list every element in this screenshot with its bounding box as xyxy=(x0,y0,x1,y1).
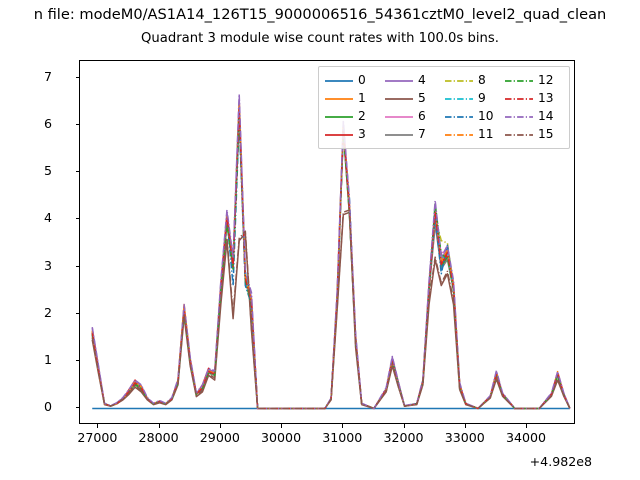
x-tick-mark xyxy=(403,424,405,428)
legend-entry-8[interactable]: 8 xyxy=(445,72,503,89)
x-tick-label: 34000 xyxy=(505,430,547,445)
legend-entry-7[interactable]: 7 xyxy=(385,126,443,143)
legend-entry-4[interactable]: 4 xyxy=(385,72,443,89)
x-tick-label: 29000 xyxy=(199,430,240,445)
legend-entry-12[interactable]: 12 xyxy=(505,72,563,89)
legend-line-swatch-icon xyxy=(385,94,413,104)
x-tick-label: 28000 xyxy=(138,430,179,445)
legend-line-swatch-icon xyxy=(505,130,533,140)
legend-entry-1[interactable]: 1 xyxy=(325,90,383,107)
y-tick-mark xyxy=(75,360,79,362)
legend-label: 0 xyxy=(358,73,366,87)
legend-line-swatch-icon xyxy=(505,76,533,86)
legend-label: 8 xyxy=(478,73,486,87)
series-line-6 xyxy=(91,107,571,410)
series-line-11 xyxy=(91,102,571,410)
legend-entry-10[interactable]: 10 xyxy=(445,108,503,125)
legend-entry-13[interactable]: 13 xyxy=(505,90,563,107)
plot-lines-svg xyxy=(91,93,571,410)
y-tick-mark xyxy=(75,76,79,78)
y-tick-mark xyxy=(75,312,79,314)
series-line-8 xyxy=(91,102,571,410)
legend-line-swatch-icon xyxy=(385,112,413,122)
legend-label: 1 xyxy=(358,91,366,105)
y-tick-mark xyxy=(75,265,79,267)
y-tick-mark xyxy=(75,407,79,409)
series-line-12 xyxy=(91,112,571,410)
legend-line-swatch-icon xyxy=(445,130,473,140)
y-tick-label: 2 xyxy=(43,304,52,320)
legend-label: 5 xyxy=(418,91,426,105)
x-tick-mark xyxy=(158,424,160,428)
x-tick-label: 32000 xyxy=(383,430,424,445)
y-tick-label: 4 xyxy=(43,210,52,226)
legend-label: 15 xyxy=(538,127,554,141)
legend-line-swatch-icon xyxy=(325,94,353,104)
legend-line-swatch-icon xyxy=(445,94,473,104)
legend-label: 3 xyxy=(358,127,366,141)
legend-label: 9 xyxy=(478,91,486,105)
x-tick-label: 33000 xyxy=(444,430,485,445)
legend-entry-5[interactable]: 5 xyxy=(385,90,443,107)
y-tick-mark xyxy=(75,218,79,220)
legend-label: 13 xyxy=(538,91,554,105)
x-tick-label: 27000 xyxy=(77,430,118,445)
y-tick-label: 6 xyxy=(43,115,52,131)
legend-line-swatch-icon xyxy=(505,112,533,122)
y-tick-label: 3 xyxy=(43,257,52,273)
x-tick-mark xyxy=(219,424,221,428)
legend-line-swatch-icon xyxy=(445,112,473,122)
legend-label: 6 xyxy=(418,109,426,123)
legend-entry-15[interactable]: 15 xyxy=(505,126,563,143)
legend-box[interactable]: 0 1 2 3 4 5 6 7 8 9 10 11 12 13 14 15 xyxy=(318,66,570,149)
series-line-9 xyxy=(91,109,571,410)
y-tick-label: 1 xyxy=(43,352,52,368)
legend-entry-6[interactable]: 6 xyxy=(385,108,443,125)
legend-line-swatch-icon xyxy=(505,94,533,104)
x-tick-label: 31000 xyxy=(322,430,363,445)
legend-label: 2 xyxy=(358,109,366,123)
legend-line-swatch-icon xyxy=(385,130,413,140)
x-tick-mark xyxy=(464,424,466,428)
legend-label: 12 xyxy=(538,73,554,87)
x-axis-offset-text: +4.982e8 xyxy=(529,454,592,469)
y-tick-label: 5 xyxy=(43,163,52,179)
y-tick-mark xyxy=(75,171,79,173)
legend-entry-9[interactable]: 9 xyxy=(445,90,503,107)
x-tick-label: 30000 xyxy=(261,430,302,445)
legend-entry-11[interactable]: 11 xyxy=(445,126,503,143)
y-tick-mark xyxy=(75,123,79,125)
series-line-15 xyxy=(91,209,571,410)
legend-line-swatch-icon xyxy=(325,112,353,122)
legend-line-swatch-icon xyxy=(325,76,353,86)
legend-label: 14 xyxy=(538,109,554,123)
x-tick-mark xyxy=(526,424,527,428)
y-tick-label: 7 xyxy=(43,68,52,84)
legend-line-swatch-icon xyxy=(385,76,413,86)
legend-entry-3[interactable]: 3 xyxy=(325,126,383,143)
legend-line-swatch-icon xyxy=(325,130,353,140)
series-line-2 xyxy=(91,112,571,410)
series-line-7 xyxy=(91,114,571,410)
legend-label: 10 xyxy=(478,109,494,123)
series-line-3 xyxy=(91,109,571,410)
x-tick-mark xyxy=(97,424,99,428)
axes-title: Quadrant 3 module wise count rates with … xyxy=(141,31,499,46)
legend-label: 4 xyxy=(418,73,426,87)
legend-line-swatch-icon xyxy=(445,76,473,86)
y-tick-label: 0 xyxy=(43,399,52,415)
legend-label: 11 xyxy=(478,127,494,141)
x-tick-mark xyxy=(342,424,344,428)
legend-label: 7 xyxy=(418,127,426,141)
legend-entry-0[interactable]: 0 xyxy=(325,72,383,89)
legend-entry-2[interactable]: 2 xyxy=(325,108,383,125)
legend-entry-14[interactable]: 14 xyxy=(505,108,563,125)
figure-suptitle: n file: modeM0/AS1A14_126T15_9000006516_… xyxy=(33,6,607,23)
x-tick-mark xyxy=(281,424,283,428)
series-line-10 xyxy=(91,119,571,410)
series-line-13 xyxy=(91,107,571,410)
